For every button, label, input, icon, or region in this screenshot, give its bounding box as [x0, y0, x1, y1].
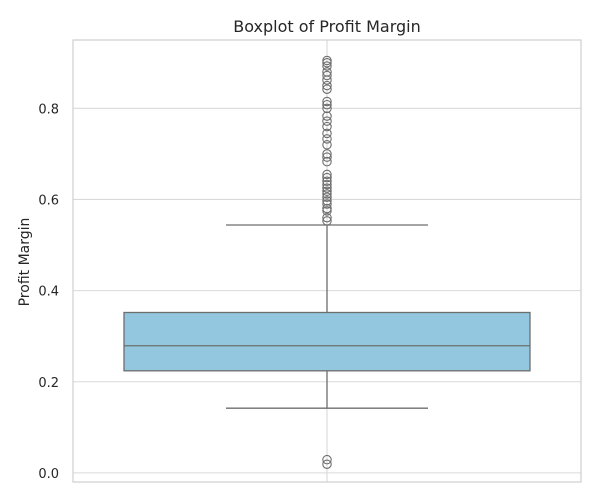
outlier-point [322, 206, 332, 216]
outlier-point [322, 134, 332, 144]
outlier-point [322, 172, 332, 183]
outlier-point [322, 212, 332, 223]
outlier-point [322, 152, 332, 162]
grid-layer: 0.0 0.2 0.4 0.6 0.8 [38, 40, 581, 482]
outlier-point [322, 176, 332, 187]
y-tick-label: 0.4 [38, 285, 59, 300]
y-tick-label: 0.2 [38, 376, 59, 391]
outlier-point [322, 179, 332, 190]
iqr-box [123, 311, 531, 372]
outlier-point [322, 99, 332, 110]
y-tick-label: 0.0 [38, 467, 59, 482]
outlier-point [322, 70, 332, 81]
y-tick-label: 0.6 [38, 193, 59, 208]
chart-title: Boxplot of Profit Margin [233, 17, 420, 36]
outlier-point [322, 80, 332, 91]
outlier-point [322, 192, 332, 202]
outlier-point [322, 169, 332, 180]
outlier-point [322, 186, 332, 197]
outlier-point [322, 183, 332, 193]
outlier-point [322, 149, 332, 159]
outlier-point [322, 111, 332, 121]
outlier-point [322, 189, 332, 199]
outlier-point [322, 216, 332, 226]
outlier-point [322, 454, 332, 465]
outlier-point [322, 199, 332, 209]
outlier-point [322, 61, 332, 71]
outlier-point [322, 116, 332, 126]
outlier-point [322, 103, 332, 114]
outlier-point [322, 96, 332, 107]
outlier-point [322, 55, 332, 66]
outlier-point [322, 459, 332, 469]
outlier-point [322, 156, 332, 167]
outlier-point [322, 203, 332, 214]
outlier-point [322, 84, 332, 94]
plot-layer [123, 55, 531, 469]
outlier-point [322, 140, 332, 150]
outlier-point [322, 196, 332, 206]
outlier-point [322, 128, 332, 139]
plot-frame [72, 39, 582, 483]
outlier-point [322, 58, 332, 68]
outlier-point [322, 121, 332, 132]
y-tick-label: 0.8 [38, 102, 59, 117]
outlier-point [322, 67, 332, 77]
y-axis-label: Profit Margin [17, 218, 33, 307]
